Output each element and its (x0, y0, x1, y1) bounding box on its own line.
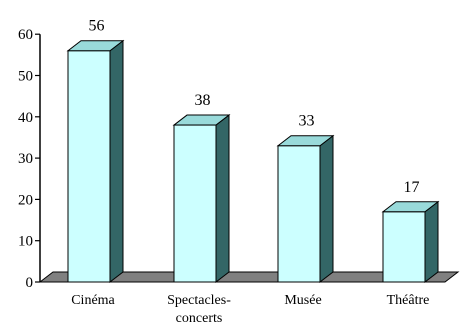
bar (66, 39, 125, 284)
y-tick-label: 10 (18, 234, 33, 250)
y-tick-label: 20 (18, 192, 33, 208)
x-axis-labels: Cinéma Spectacles-concerts Musée Théâtre (71, 293, 429, 326)
bar (276, 134, 335, 284)
bar-front (277, 145, 321, 283)
x-tick-label-line: Musée (284, 293, 321, 308)
data-label: 38 (195, 92, 211, 109)
y-axis-ticks: 0 10 20 30 40 50 60 (18, 27, 40, 291)
x-tick-label: Spectacles-concerts (167, 293, 231, 326)
bar-side (319, 134, 334, 284)
bar (172, 114, 231, 284)
y-tick-label: 60 (18, 27, 33, 43)
bar-top (276, 135, 335, 147)
bar (381, 200, 440, 284)
x-tick-label-line: Théâtre (387, 293, 430, 308)
y-tick-label: 0 (26, 275, 34, 291)
bar-front (67, 50, 111, 283)
bar-top (381, 201, 440, 213)
x-tick-label: Musée (284, 293, 321, 308)
bar-top (66, 40, 125, 52)
x-tick-label-line: Cinéma (71, 293, 115, 308)
data-label: 33 (299, 113, 315, 130)
data-label: 56 (89, 18, 105, 35)
bar-top (172, 114, 231, 126)
bars: 56 38 33 17 (66, 18, 440, 284)
x-tick-label: Théâtre (387, 293, 430, 308)
bar-side (109, 39, 124, 284)
x-tick-label-line: Spectacles- (167, 293, 231, 308)
y-tick-label: 30 (18, 151, 33, 167)
y-tick-label: 40 (18, 110, 33, 126)
bar-side (215, 114, 230, 284)
x-tick-label: Cinéma (71, 293, 115, 308)
bar-side (424, 200, 439, 284)
data-label: 17 (404, 179, 420, 196)
bar-front (382, 211, 426, 283)
bar-front (173, 124, 217, 283)
y-tick-label: 50 (18, 69, 33, 85)
x-tick-label-line: concerts (176, 311, 223, 326)
